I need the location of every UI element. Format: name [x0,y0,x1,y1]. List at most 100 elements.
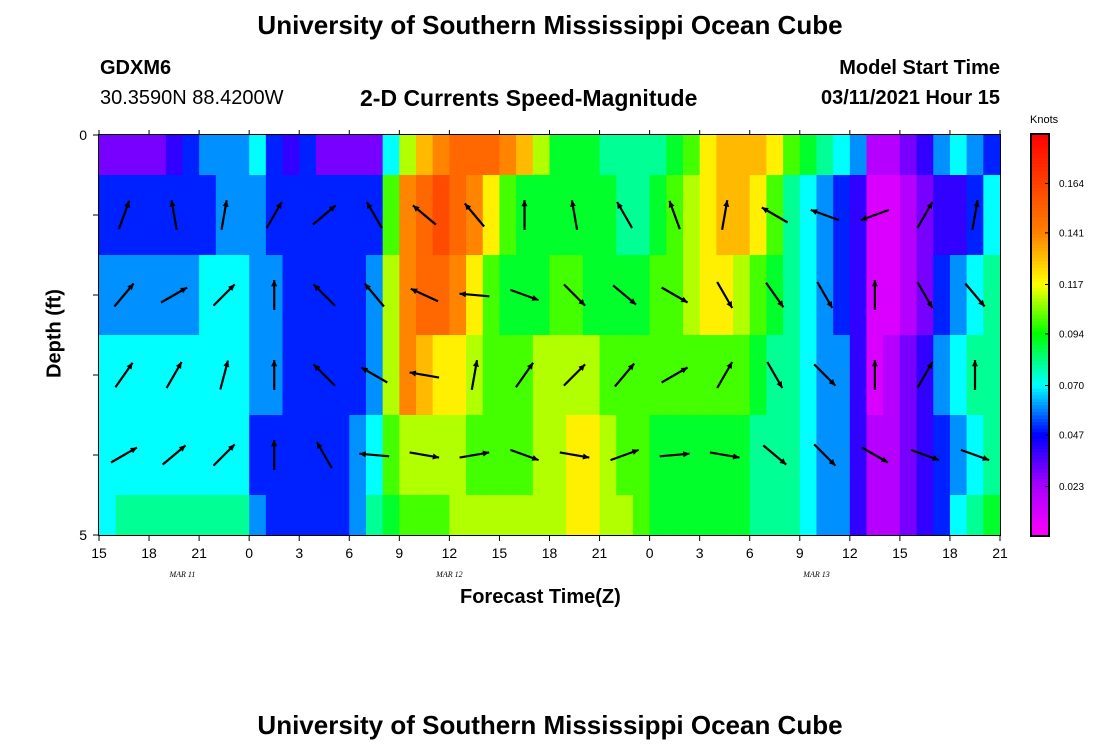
heatmap-cell [883,135,901,175]
colorbar-segment [1031,381,1049,386]
current-arrow [219,360,230,390]
x-tick-label: 3 [295,545,303,561]
current-arrow [212,443,236,467]
heatmap-cell [299,255,317,335]
heatmap-cell [315,495,334,535]
heatmap-cell [899,175,918,255]
colorbar-segment [1031,251,1049,256]
heatmap-cell [649,335,667,415]
colorbar-segment [1031,177,1049,182]
colorbar-segment [1031,368,1049,373]
current-arrow [412,204,437,226]
colorbar-segment [1031,321,1049,326]
heatmap-cell [282,415,300,495]
heatmap-cell [983,495,1001,535]
heatmap-cell [532,335,551,415]
heatmap-cell [499,335,517,415]
y-axis-title: Depth (ft) [43,289,66,378]
heatmap-cell [499,415,517,495]
colorbar-tick-label: 0.070 [1059,381,1084,392]
colorbar-segment [1031,164,1049,169]
heatmap-cell [799,495,818,535]
colorbar-segment [1031,207,1049,212]
heatmap-cell [632,175,651,255]
colorbar-segment [1031,204,1049,209]
heatmap-cell [516,495,534,535]
current-arrow [813,363,837,387]
colorbar-segment [1031,388,1049,393]
colorbar-segment [1031,231,1049,236]
x-tick-label: 0 [646,545,654,561]
colorbar-segment [1031,452,1049,457]
current-arrow [312,283,336,307]
x-tick-label: 9 [796,545,804,561]
colorbar-segment [1031,134,1049,138]
colorbar-segment [1031,475,1049,480]
colorbar-segment [1031,331,1049,336]
arrow-head [776,381,783,388]
arrow-head [629,298,637,305]
heatmap-cell [783,335,801,415]
heatmap-cell [382,175,400,255]
heatmap-cell [799,255,818,335]
colorbar-segment [1031,264,1049,269]
heatmap-cell [332,175,350,255]
colorbar-segment [1031,445,1049,450]
heatmap-cell [165,495,184,535]
colorbar-segment [1031,150,1049,155]
heatmap-cell [582,335,601,415]
heatmap-cell [349,255,367,335]
heatmap-cell [866,135,884,175]
heatmap-cell [632,495,651,535]
x-tick-label: 21 [191,545,207,561]
heatmap-cells [99,135,1001,535]
colorbar-segment [1031,422,1049,427]
arrow-head [726,301,733,308]
heatmap-cell [833,495,851,535]
current-arrow [861,446,889,464]
heatmap-cell [232,135,250,175]
colorbar-segment [1031,492,1049,497]
current-arrow [761,206,789,224]
heatmap-cell [833,415,851,495]
heatmap-cell [733,175,751,255]
heatmap-cell [933,335,951,415]
heatmap-cell [833,135,851,175]
heatmap-cell [432,415,450,495]
heatmap-cell [899,255,918,335]
heatmap-cell [983,175,1001,255]
heatmap-cell [682,495,701,535]
arrow-head [582,453,590,460]
heatmap-cell [849,335,868,415]
colorbar-segment [1031,355,1049,360]
colorbar-segment [1031,348,1049,353]
heatmap-cell [883,255,901,335]
colorbar-tick-label: 0.164 [1059,179,1084,190]
heatmap-cell [582,415,601,495]
current-arrow [766,361,784,389]
arrow-head [971,360,978,367]
heatmap-cell [849,255,868,335]
colorbar-segment [1031,375,1049,380]
colorbar-segment [1031,224,1049,229]
heatmap-cell [199,415,217,495]
colorbar-segment [1031,448,1049,453]
heatmap-cell [883,335,901,415]
current-arrows [110,200,990,470]
colorbar-segment [1031,515,1049,520]
current-arrow [271,280,278,310]
heatmap-cell [449,495,467,535]
heatmap-cell [149,135,167,175]
colorbar-segment [1031,435,1049,440]
heatmap-cell [232,495,250,535]
heatmap-cell [282,135,300,175]
arrow-head [271,280,278,287]
arrow-head [432,453,440,460]
colorbar-segment [1031,284,1049,289]
heatmap-cell [482,175,501,255]
colorbar-segment [1031,361,1049,366]
page-title: University of Southern Mississippi Ocean… [257,10,843,40]
arrow-head [178,445,186,452]
colorbar-segment [1031,170,1049,175]
colorbar-segment [1031,479,1049,483]
